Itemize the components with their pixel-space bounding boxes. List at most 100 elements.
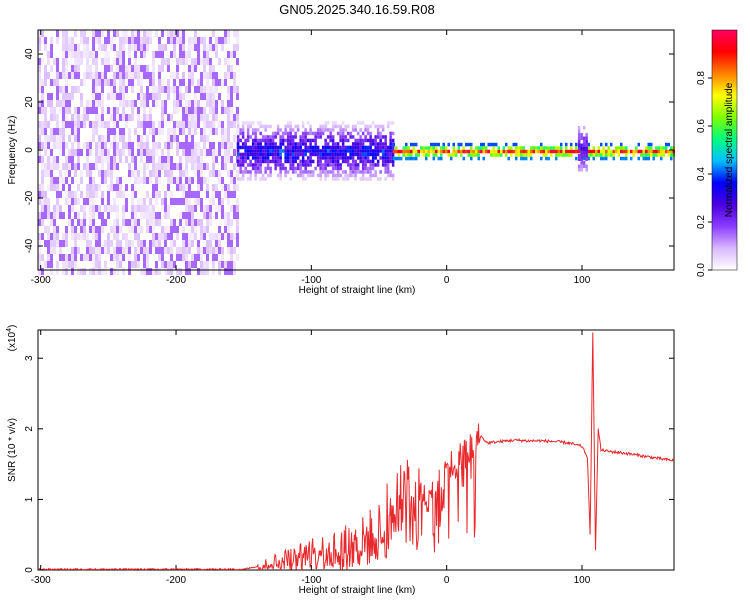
- spectrogram-cell: [306, 173, 310, 178]
- spectrogram-cell: [457, 149, 460, 154]
- spectrogram-cell: [83, 205, 86, 212]
- spectrogram-cell: [440, 149, 443, 154]
- spectrogram-cell: [314, 135, 317, 139]
- spectrogram-cell: [206, 79, 209, 86]
- spectrogram-cell: [435, 142, 438, 147]
- spectrogram-cell: [128, 128, 131, 135]
- spectrogram-cell: [391, 145, 395, 150]
- spectrogram-cell: [44, 212, 47, 219]
- spectrogram-cell: [256, 149, 260, 153]
- spectrogram-cell: [447, 153, 450, 157]
- spectrogram-cell: [645, 153, 648, 157]
- spectrogram-cell: [38, 135, 41, 142]
- spectrogram-cell: [161, 261, 164, 268]
- spectrogram-cell: [386, 163, 390, 167]
- spectrogram-cell: [107, 212, 110, 219]
- spectrogram-cell: [261, 177, 265, 181]
- spectrogram-cell: [271, 159, 275, 164]
- spectrogram-cell: [236, 159, 240, 164]
- spectrogram-cell: [149, 107, 152, 114]
- spectrogram-cell: [188, 107, 191, 114]
- spectrogram-cell: [194, 219, 197, 226]
- spectrogram-cell: [95, 51, 98, 58]
- spectrogram-cell: [53, 142, 56, 149]
- spectrogram-cell: [279, 149, 282, 153]
- spectrogram-cell: [149, 240, 152, 247]
- spectrogram-cell: [259, 163, 262, 167]
- spectrogram-cell: [374, 138, 377, 143]
- spectrogram-cell: [206, 254, 209, 261]
- spectrogram-cell: [374, 145, 377, 150]
- spectrogram-cell: [140, 142, 143, 149]
- spectrogram-cell: [77, 163, 80, 170]
- spectrogram-cell: [128, 163, 131, 170]
- spectrogram-cell: [460, 142, 463, 147]
- spectrogram-cell: [530, 153, 533, 157]
- spectrogram-cell: [200, 170, 203, 177]
- spectrogram-cell: [194, 107, 197, 114]
- spectrogram-cell: [191, 219, 194, 226]
- spectrogram-cell: [351, 170, 355, 174]
- spectrogram-cell: [116, 149, 119, 156]
- spectrogram-cell: [146, 44, 149, 51]
- spectrogram-cell: [462, 156, 465, 161]
- spectrogram-cell: [294, 142, 297, 146]
- spectrogram-cell: [146, 30, 149, 37]
- spectrogram-cell: [354, 138, 357, 143]
- spectrogram-cell: [376, 128, 380, 132]
- spectrogram-cell: [155, 177, 158, 184]
- spectrogram-cell: [74, 233, 77, 240]
- spectrogram-cell: [230, 170, 233, 177]
- spectrogram-cell: [92, 128, 95, 135]
- spectrogram-cell: [244, 121, 247, 125]
- spectrogram-cell: [445, 146, 448, 150]
- spectrogram-cell: [158, 254, 161, 261]
- spectrogram-cell: [582, 161, 586, 165]
- spectrogram-cell: [101, 58, 104, 65]
- spectrogram-cell: [122, 149, 125, 156]
- spectrogram-cell: [236, 198, 239, 205]
- spectrogram-cell: [405, 146, 408, 150]
- spectrogram-cell: [212, 142, 215, 149]
- spectrogram-cell: [227, 37, 230, 44]
- spectrogram-cell: [89, 72, 92, 79]
- spectrogram-cell: [122, 37, 125, 44]
- spectrogram-cell: [170, 135, 173, 142]
- spectrogram-cell: [361, 173, 365, 178]
- spectrogram-cell: [351, 145, 355, 150]
- spectrogram-cell: [259, 124, 262, 129]
- spectrogram-cell: [161, 44, 164, 51]
- spectrogram-cell: [125, 114, 128, 121]
- spectrogram-cell: [107, 93, 110, 100]
- spectrogram-cell: [505, 153, 508, 157]
- spectrogram-cell: [592, 146, 595, 150]
- spectrogram-cell: [467, 153, 470, 157]
- spectrogram-cell: [620, 142, 623, 147]
- spectrogram-cell: [306, 138, 310, 143]
- spectrogram-cell: [212, 170, 215, 177]
- spectrogram-cell: [188, 44, 191, 51]
- spectrogram-cell: [71, 268, 74, 275]
- spectrogram-cell: [113, 107, 116, 114]
- spectrogram-cell: [86, 233, 89, 240]
- spectrogram-cell: [376, 145, 380, 150]
- spectrogram-cell: [179, 44, 182, 51]
- spectrogram-cell: [146, 142, 149, 149]
- spectrogram-cell: [304, 159, 307, 164]
- spectrogram-cell: [386, 121, 390, 125]
- spectrogram-cell: [161, 107, 164, 114]
- spectrogram-cell: [68, 261, 71, 268]
- spectrogram-cell: [259, 156, 262, 160]
- spectrogram-cell: [359, 128, 362, 132]
- spectrogram-cell: [131, 261, 134, 268]
- spectrogram-cell: [482, 156, 485, 161]
- spectrogram-cell: [47, 184, 50, 191]
- spectrogram-cell: [167, 86, 170, 93]
- spectrogram-cell: [487, 142, 490, 147]
- spectrogram-cell: [587, 142, 590, 147]
- spectrogram-cell: [585, 150, 588, 154]
- spectrogram-cell: [585, 168, 588, 172]
- spectrogram-cell: [50, 247, 53, 254]
- spectrogram-cell: [344, 152, 347, 157]
- spectrogram-cell: [152, 100, 155, 107]
